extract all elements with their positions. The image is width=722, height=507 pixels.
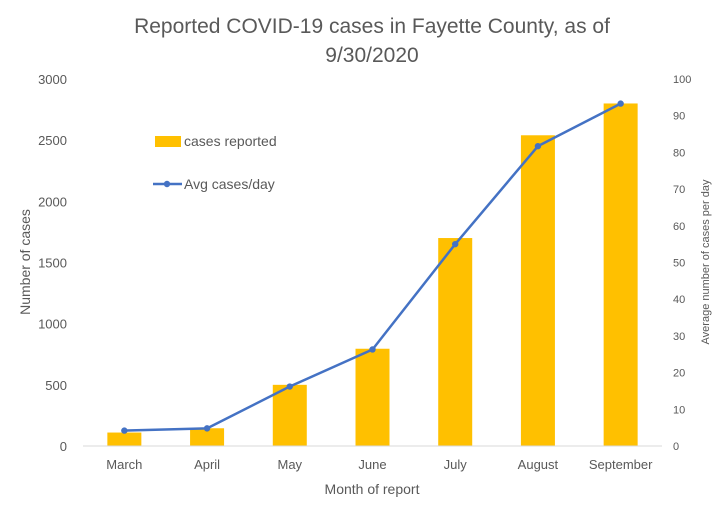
line-point-june: [369, 346, 376, 353]
legend-label-bar: cases reported: [184, 133, 277, 149]
y-tick-label-0: 0: [60, 439, 67, 454]
y2-tick-label-2: 20: [673, 368, 685, 380]
legend-swatch-marker: [163, 180, 171, 188]
bar-july: [438, 238, 473, 446]
x-axis-ticks: March April May June July August September: [106, 457, 653, 472]
y2-axis-label: Average number of cases per day: [700, 179, 712, 344]
y2-tick-label-9: 90: [673, 111, 685, 123]
y-tick-label-6: 3000: [38, 72, 67, 87]
y-tick-label-4: 2000: [38, 194, 67, 209]
y2-tick-label-0: 0: [673, 441, 679, 453]
y-tick-label-5: 2500: [38, 133, 67, 148]
line-point-august: [534, 142, 542, 150]
bar-may: [272, 384, 307, 446]
chart-title-line-1: Reported COVID-19 cases in Fayette Count…: [134, 15, 610, 38]
y2-tick-label-5: 50: [673, 258, 685, 270]
chart-title-line-2: 9/30/2020: [325, 44, 418, 67]
bar-april: [190, 428, 225, 446]
bar-september: [603, 103, 638, 446]
y2-tick-label-8: 80: [673, 147, 685, 159]
y2-tick-label-10: 100: [673, 74, 691, 86]
x-tick-label-march: March: [106, 457, 142, 472]
y2-tick-label-7: 70: [673, 184, 685, 196]
line-series: [121, 100, 624, 434]
x-tick-label-april: April: [194, 457, 220, 472]
legend-label-line: Avg cases/day: [184, 176, 275, 192]
line-point-july: [452, 240, 459, 248]
legend-swatch-bar: [155, 136, 181, 147]
bar-august: [520, 135, 555, 447]
y-axis-label: Number of cases: [17, 209, 33, 315]
line-point-may: [286, 383, 293, 390]
y-tick-label-2: 1000: [38, 317, 67, 332]
x-tick-label-june: June: [358, 457, 386, 472]
y-tick-label-1: 500: [45, 378, 67, 393]
line-point-april: [203, 425, 211, 432]
y2-tick-label-3: 30: [673, 331, 685, 343]
x-tick-label-september: September: [589, 457, 653, 472]
bar-series: [107, 103, 638, 447]
bar-june: [355, 348, 390, 446]
x-tick-label-may: May: [278, 457, 303, 472]
line-point-september: [617, 100, 624, 107]
bar-march: [107, 432, 142, 446]
y-tick-label-3: 1500: [38, 256, 67, 271]
y-axis-ticks: 0 500 1000 1500 2000 2500 3000: [38, 72, 67, 454]
x-axis-label: Month of report: [325, 481, 420, 497]
y2-tick-label-1: 10: [673, 404, 685, 416]
y2-tick-label-4: 40: [673, 294, 685, 306]
x-tick-label-july: July: [444, 457, 468, 472]
line-point-march: [121, 427, 128, 434]
legend: cases reported Avg cases/day: [153, 133, 277, 192]
y2-tick-label-6: 60: [673, 221, 685, 233]
x-tick-label-august: August: [518, 457, 559, 472]
y2-axis-ticks: 0 10 20 30 40 50 60 70 80 90 100: [673, 74, 691, 453]
